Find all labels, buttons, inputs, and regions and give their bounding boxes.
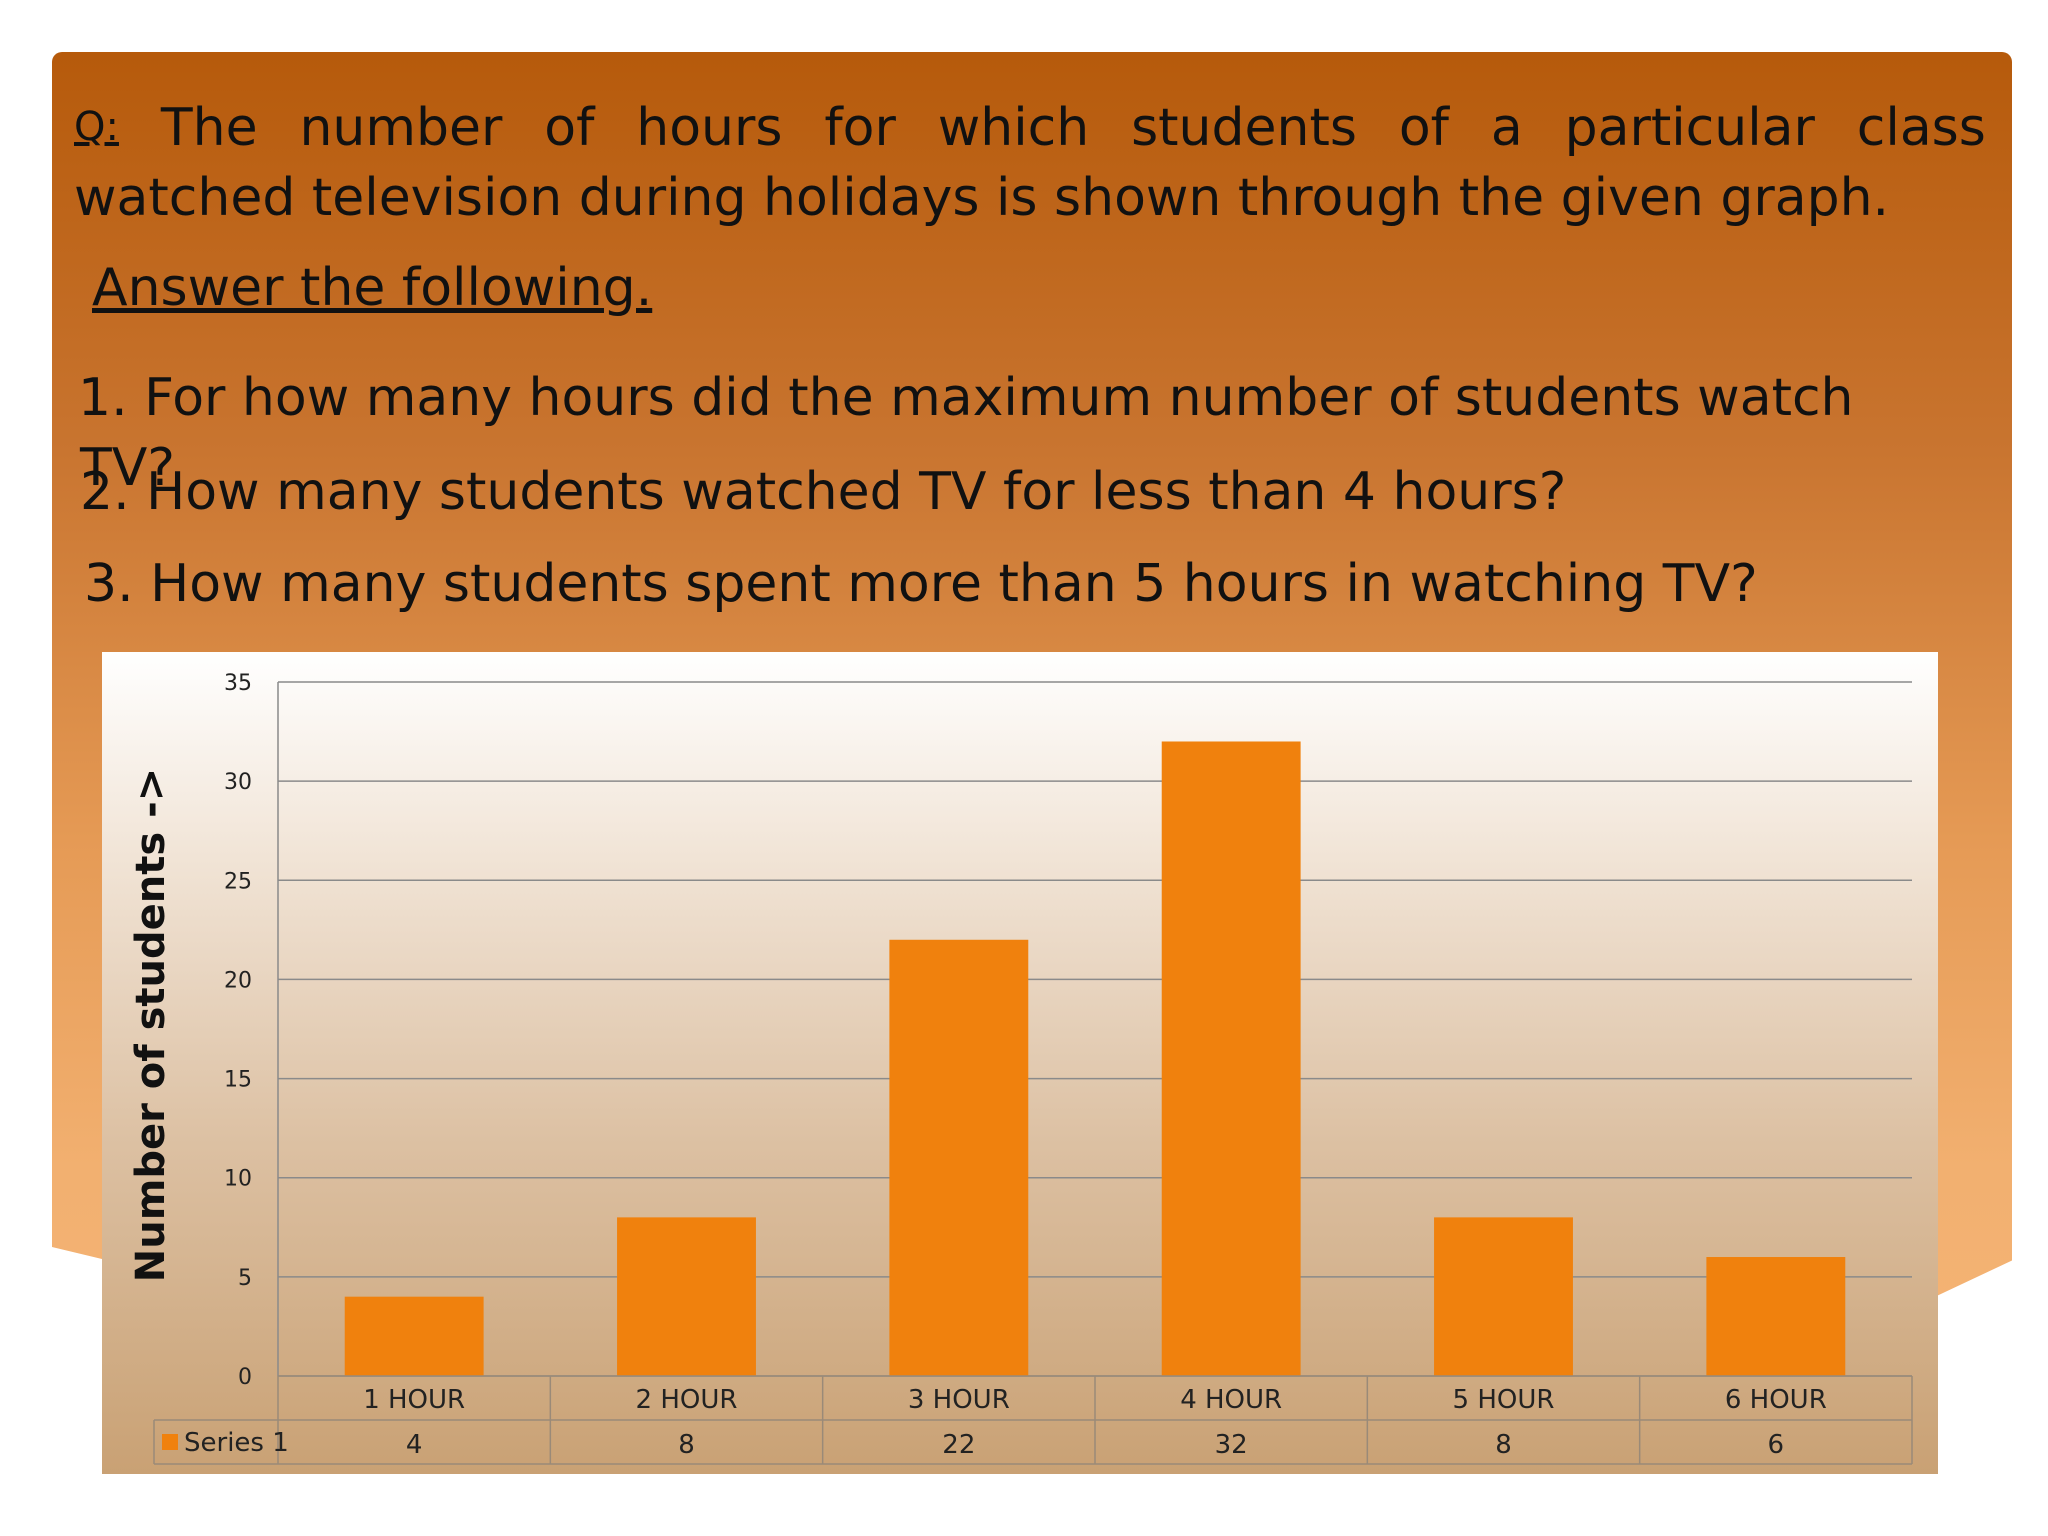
legend-swatch [162,1434,178,1450]
bar-6 [1706,1257,1846,1376]
bar-1 [344,1296,484,1376]
chart-panel: 0 5 10 15 20 25 30 35 1 HOUR 2 HOUR 3 HOUR 4 HOUR 5 … [102,652,1938,1474]
question-word: particular [1564,98,1815,158]
data-table-value: 8 [1495,1430,1512,1460]
question-word: a [1490,98,1523,158]
y-tick-label: 30 [224,770,252,795]
data-table-value: 22 [942,1430,975,1460]
question-item-1: 1. For how many hours did the maximum nu… [78,368,1854,428]
bar-2 [617,1217,756,1376]
bar-5 [1434,1217,1573,1376]
y-tick-label: 10 [224,1167,252,1192]
question-word: The [160,98,258,158]
y-tick-label: 25 [224,869,252,894]
y-tick-label: 20 [224,968,252,993]
data-table-value: 6 [1768,1430,1785,1460]
question-word: number [299,98,503,158]
bar-3 [889,939,1029,1376]
question-item-2: 2. How many students watched TV for less… [80,462,1567,522]
question-word: hours [636,98,783,158]
data-table-value: 32 [1215,1430,1248,1460]
legend-series-name: Series 1 [184,1428,289,1458]
x-category-label: 6 HOUR [1725,1385,1827,1415]
question-line-2: watched television during holidays is sh… [74,168,1890,228]
y-axis-label: Number of students -> [128,768,174,1282]
x-category-label: 2 HOUR [636,1385,738,1415]
question-line-1: Q: The number of hours for which students of a pa… [74,98,1986,158]
x-category-label: 5 HOUR [1453,1385,1555,1415]
question-item-1-continued: TV? [80,438,175,498]
bar-4 [1161,741,1301,1376]
data-table-value: 8 [678,1430,695,1460]
x-category-label: 3 HOUR [908,1385,1010,1415]
question-word: which [937,98,1090,158]
bar-chart: 0 5 10 15 20 25 30 35 1 HOUR 2 HOUR 3 HOUR 4 HOUR 5 … [128,671,1913,1465]
data-table-value: 4 [406,1430,423,1460]
x-category-label: 4 HOUR [1180,1385,1282,1415]
y-tick-label: 15 [224,1068,252,1093]
y-tick-label: 0 [238,1365,252,1390]
question-word: of [1398,98,1449,158]
y-tick-label: 35 [224,671,252,696]
y-tick-label: 5 [238,1266,252,1291]
question-item-3: 3. How many students spent more than 5 h… [84,554,1758,614]
question-word: class [1856,98,1986,158]
x-category-label: 1 HOUR [363,1385,465,1415]
question-word: students [1131,98,1357,158]
answer-heading: Answer the following. [92,258,653,318]
question-word: for [824,98,896,158]
question-prefix: Q: [74,104,119,150]
question-word: of [544,98,595,158]
